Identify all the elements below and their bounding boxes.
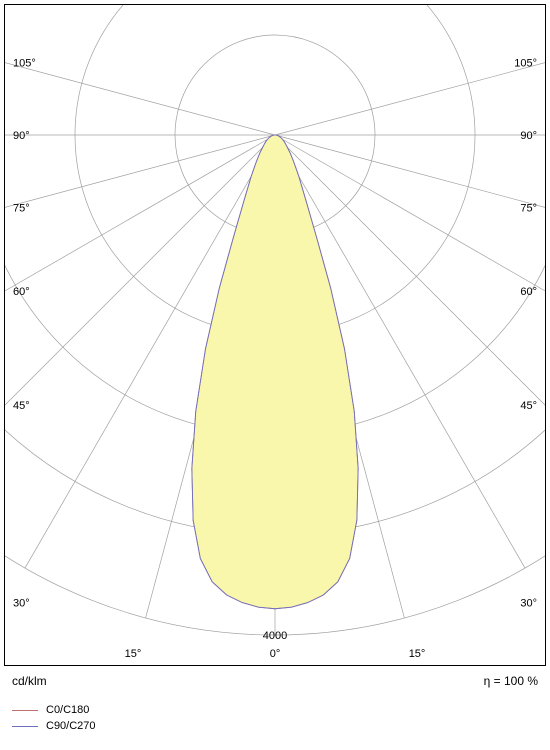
efficiency-label: η = 100 % xyxy=(484,674,538,688)
svg-text:0°: 0° xyxy=(270,648,281,660)
legend-swatch-1 xyxy=(12,726,38,727)
svg-text:90°: 90° xyxy=(13,130,30,142)
svg-text:30°: 30° xyxy=(520,598,537,610)
svg-text:60°: 60° xyxy=(520,286,537,298)
svg-text:30°: 30° xyxy=(13,598,30,610)
legend-row: C90/C270 xyxy=(12,718,538,734)
unit-label: cd/klm xyxy=(12,674,47,688)
polar-svg: 0° 15° 15° 30° 30° 45° 45° 60° 60° 75° 75° 90° 90° 10… xyxy=(5,5,545,665)
footer: cd/klm η = 100 % C0/C180 C90/C270 xyxy=(4,668,546,734)
footer-top: cd/klm η = 100 % xyxy=(12,674,538,688)
legend: C0/C180 C90/C270 xyxy=(12,702,538,734)
svg-text:45°: 45° xyxy=(520,400,537,412)
svg-text:4000: 4000 xyxy=(263,630,287,642)
svg-text:90°: 90° xyxy=(520,130,537,142)
svg-text:15°: 15° xyxy=(409,648,426,660)
svg-text:15°: 15° xyxy=(125,648,142,660)
legend-label-0: C0/C180 xyxy=(46,704,89,716)
svg-text:75°: 75° xyxy=(13,202,30,214)
legend-row: C0/C180 xyxy=(12,702,538,718)
svg-text:45°: 45° xyxy=(13,400,30,412)
svg-text:105°: 105° xyxy=(13,58,36,70)
legend-swatch-0 xyxy=(12,710,38,711)
svg-text:75°: 75° xyxy=(520,202,537,214)
polar-chart: 0° 15° 15° 30° 30° 45° 45° 60° 60° 75° 75° 90° 90° 10… xyxy=(4,4,546,666)
legend-label-1: C90/C270 xyxy=(46,720,96,732)
svg-text:60°: 60° xyxy=(13,286,30,298)
page: 0° 15° 15° 30° 30° 45° 45° 60° 60° 75° 75° 90° 90° 10… xyxy=(0,0,550,750)
svg-text:105°: 105° xyxy=(514,58,537,70)
